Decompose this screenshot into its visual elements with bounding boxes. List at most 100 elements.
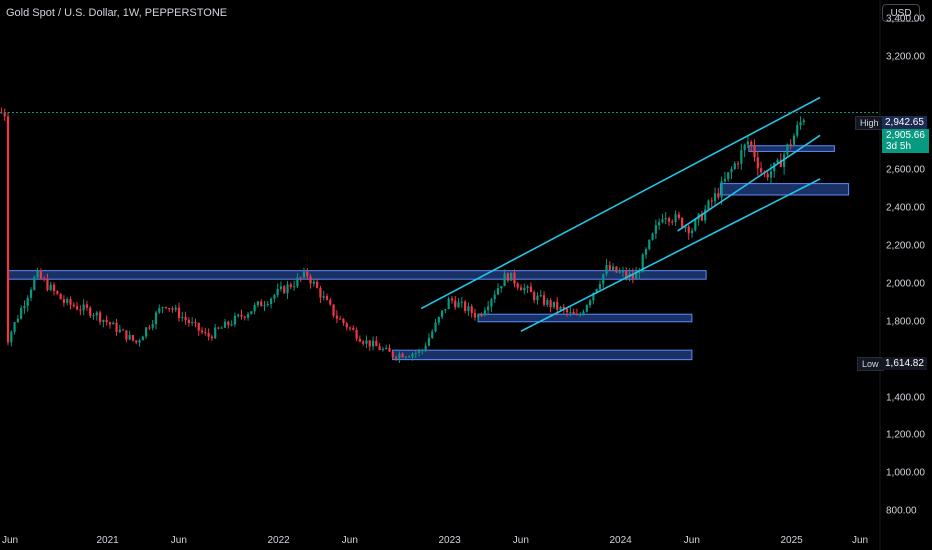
candle-down — [316, 281, 319, 288]
candle-up — [500, 286, 503, 289]
candle-up — [651, 233, 654, 240]
candle-down — [342, 318, 345, 324]
candle-down — [72, 304, 75, 307]
candle-up — [792, 135, 796, 145]
candle-up — [273, 295, 276, 299]
candle-down — [717, 193, 720, 198]
support-zone-box[interactable] — [392, 349, 693, 361]
channel-trend-line[interactable] — [420, 96, 821, 310]
candle-down — [177, 307, 181, 319]
candle-down — [131, 335, 135, 341]
candle-down — [358, 338, 361, 342]
candle-up — [595, 288, 598, 293]
candle-down — [533, 292, 536, 301]
candle-up — [233, 315, 237, 325]
candle-down — [329, 299, 332, 305]
candle-down — [766, 173, 769, 178]
candle-down — [575, 314, 579, 316]
candle-down — [608, 265, 611, 270]
candle-up — [720, 181, 723, 198]
candle-up — [605, 265, 608, 275]
candle-up — [707, 200, 710, 210]
candle-up — [365, 340, 368, 344]
candle-up — [713, 193, 717, 202]
candle-up — [296, 277, 299, 287]
candle-up — [253, 305, 256, 312]
candle-down — [319, 287, 322, 298]
candle-up — [776, 159, 779, 163]
candle-up — [802, 120, 805, 123]
candle-up — [477, 314, 480, 318]
candle-down — [572, 311, 575, 315]
support-zone-box[interactable] — [477, 313, 693, 323]
candle-down — [207, 333, 210, 337]
channel-trend-line[interactable] — [520, 178, 821, 332]
candle-down — [464, 301, 467, 312]
candle-up — [26, 297, 29, 306]
candle-up — [546, 300, 549, 305]
candle-down — [450, 298, 454, 301]
support-zone-box[interactable] — [719, 183, 850, 196]
candle-up — [269, 298, 273, 305]
candle-up — [404, 356, 408, 358]
candle-down — [388, 347, 391, 352]
candle-up — [460, 301, 463, 303]
candle-down — [687, 226, 690, 234]
candle-down — [345, 323, 348, 328]
candle-up — [579, 314, 582, 316]
candle-up — [654, 225, 657, 234]
candle-down — [615, 266, 618, 273]
candle-up — [95, 312, 98, 316]
candle-up — [483, 310, 486, 316]
time-tick-label: Jun — [683, 535, 700, 546]
candle-down — [332, 304, 335, 316]
candle-up — [256, 301, 260, 306]
candle-down — [519, 287, 523, 291]
candle-up — [796, 125, 799, 136]
candle-up — [552, 301, 556, 308]
candle-up — [161, 307, 164, 309]
candle-down — [289, 284, 292, 288]
candle-up — [602, 274, 605, 285]
channel-trend-line[interactable] — [677, 134, 821, 232]
candle-up — [112, 322, 115, 325]
candle-down — [710, 200, 713, 202]
candle-up — [29, 289, 33, 298]
currency-button[interactable]: USD — [882, 4, 920, 22]
candle-up — [592, 292, 595, 301]
candle-down — [59, 293, 62, 300]
candle-up — [385, 347, 388, 349]
candle-down — [401, 353, 404, 358]
candle-down — [227, 321, 230, 325]
candle-up — [493, 294, 496, 300]
candle-down — [46, 279, 49, 290]
candle-down — [625, 271, 628, 277]
candle-up — [638, 272, 641, 274]
candle-up — [733, 163, 736, 169]
candle-up — [723, 179, 727, 182]
candle-up — [102, 319, 105, 322]
candle-down — [671, 221, 674, 223]
support-zone-box[interactable] — [7, 270, 707, 280]
candle-up — [279, 286, 283, 290]
support-zone-box[interactable] — [748, 145, 835, 152]
candle-up — [490, 299, 493, 307]
candle-up — [246, 314, 250, 318]
candle-up — [612, 266, 615, 270]
candle-down — [506, 273, 509, 281]
candle-down — [556, 301, 559, 310]
candle-down — [98, 312, 102, 322]
candle-down — [105, 319, 108, 323]
candle-up — [66, 299, 69, 303]
candle-down — [677, 214, 680, 219]
candle-down — [79, 309, 82, 311]
last-price-badge: 2,905.66 3d 5h — [882, 129, 929, 153]
candle-down — [378, 346, 381, 351]
candle-down — [52, 284, 56, 292]
candle-up — [447, 298, 450, 310]
candle-down — [43, 278, 46, 280]
candle-down — [171, 308, 174, 310]
time-tick-label: 2024 — [609, 535, 632, 546]
price-tick-label: 1,400.00 — [886, 392, 925, 403]
